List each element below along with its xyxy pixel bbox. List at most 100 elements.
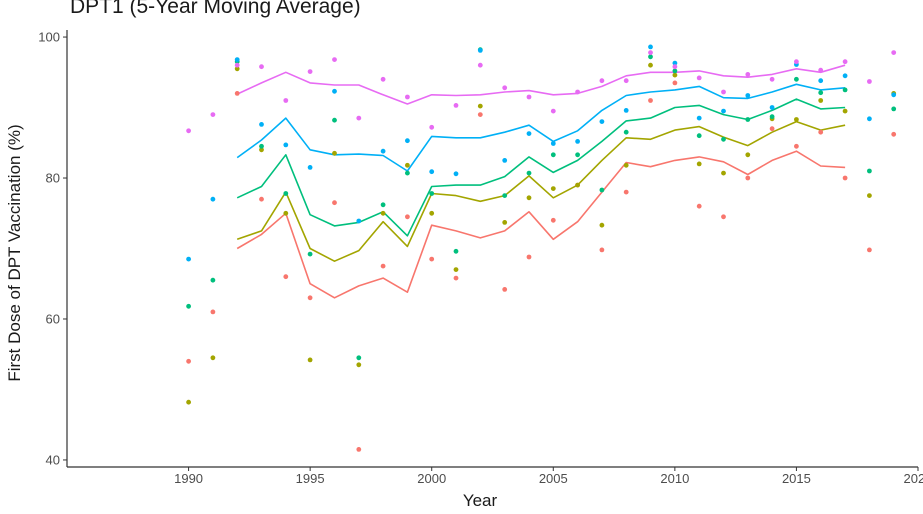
data-point — [599, 222, 605, 228]
data-point — [502, 85, 508, 91]
chart-title: DPT1 (5-Year Moving Average) — [70, 0, 361, 18]
data-point — [842, 87, 848, 93]
data-point — [332, 57, 337, 62]
y-tick-label: 60 — [46, 311, 60, 326]
data-point — [502, 287, 508, 292]
data-point — [696, 115, 702, 121]
data-point — [186, 256, 192, 262]
data-point — [356, 355, 362, 361]
data-point — [186, 128, 192, 134]
data-point — [405, 138, 410, 144]
data-point — [550, 186, 556, 192]
data-point — [453, 103, 459, 108]
x-tick-label: 1995 — [296, 471, 325, 486]
data-point — [696, 203, 702, 209]
data-point — [794, 76, 799, 82]
x-tick-label: 2020 — [904, 471, 923, 486]
data-point — [283, 191, 289, 196]
data-point — [818, 67, 824, 73]
x-tick-label: 2000 — [417, 471, 446, 486]
series-line-1 — [236, 150, 846, 299]
data-point — [550, 141, 556, 146]
data-point — [234, 91, 240, 96]
data-point — [405, 170, 410, 176]
data-point — [599, 247, 605, 253]
series-points — [186, 44, 897, 452]
data-point — [842, 59, 848, 65]
data-point — [526, 131, 532, 137]
data-point — [234, 62, 240, 68]
data-point — [210, 112, 216, 117]
data-point — [623, 129, 629, 135]
data-point — [672, 80, 678, 86]
data-point — [672, 72, 678, 78]
data-point — [818, 78, 824, 84]
data-point — [332, 200, 337, 206]
data-point — [259, 122, 264, 127]
data-point — [891, 50, 897, 55]
data-point — [283, 274, 289, 280]
data-point — [502, 158, 508, 163]
data-point — [623, 78, 629, 84]
data-point — [648, 54, 653, 60]
data-point — [477, 62, 483, 68]
data-point — [477, 48, 483, 53]
data-point — [186, 358, 192, 364]
axes — [66, 30, 918, 468]
data-point — [186, 303, 192, 309]
data-point — [502, 220, 508, 225]
data-point — [477, 103, 483, 109]
data-point — [696, 133, 702, 139]
data-point — [380, 210, 386, 216]
data-point — [623, 108, 629, 113]
data-point — [769, 105, 775, 110]
data-point — [356, 218, 362, 224]
data-point — [453, 275, 459, 281]
data-point — [721, 89, 726, 95]
data-point — [405, 94, 410, 100]
data-point — [502, 193, 508, 199]
data-point — [380, 76, 386, 82]
data-point — [867, 116, 872, 122]
data-point — [186, 399, 192, 405]
data-point — [672, 64, 678, 70]
data-point — [672, 68, 678, 74]
data-point — [526, 254, 532, 260]
x-tick-label: 1990 — [174, 471, 203, 486]
data-point — [794, 117, 799, 122]
data-point — [332, 88, 337, 94]
data-point — [794, 59, 799, 65]
data-point — [623, 189, 629, 195]
data-point — [648, 44, 653, 50]
data-point — [745, 175, 751, 181]
data-point — [867, 79, 872, 84]
data-point — [405, 162, 410, 168]
data-point — [307, 69, 313, 74]
data-point — [745, 152, 751, 158]
data-point — [356, 115, 362, 121]
data-point — [526, 195, 532, 201]
data-point — [623, 162, 629, 168]
y-axis-title: First Dose of DPT Vaccination (%) — [5, 124, 24, 381]
data-point — [769, 114, 775, 120]
ticks: 1990 1995 2000 2005 2010 2015 2020 40 60 80 100 — [38, 30, 923, 486]
data-point — [210, 309, 216, 315]
y-tick-label: 80 — [46, 171, 60, 186]
data-point — [332, 150, 337, 156]
y-tick-label: 100 — [38, 30, 60, 45]
data-point — [745, 93, 751, 98]
data-point — [891, 131, 897, 137]
data-point — [721, 108, 726, 114]
data-point — [867, 168, 872, 174]
data-point — [575, 182, 580, 188]
data-point — [453, 248, 459, 254]
data-point — [696, 75, 702, 81]
data-point — [307, 295, 313, 301]
data-point — [575, 89, 580, 95]
data-point — [283, 98, 289, 103]
data-point — [891, 106, 897, 112]
data-point — [867, 247, 872, 253]
data-point — [867, 193, 872, 199]
data-point — [575, 139, 580, 144]
